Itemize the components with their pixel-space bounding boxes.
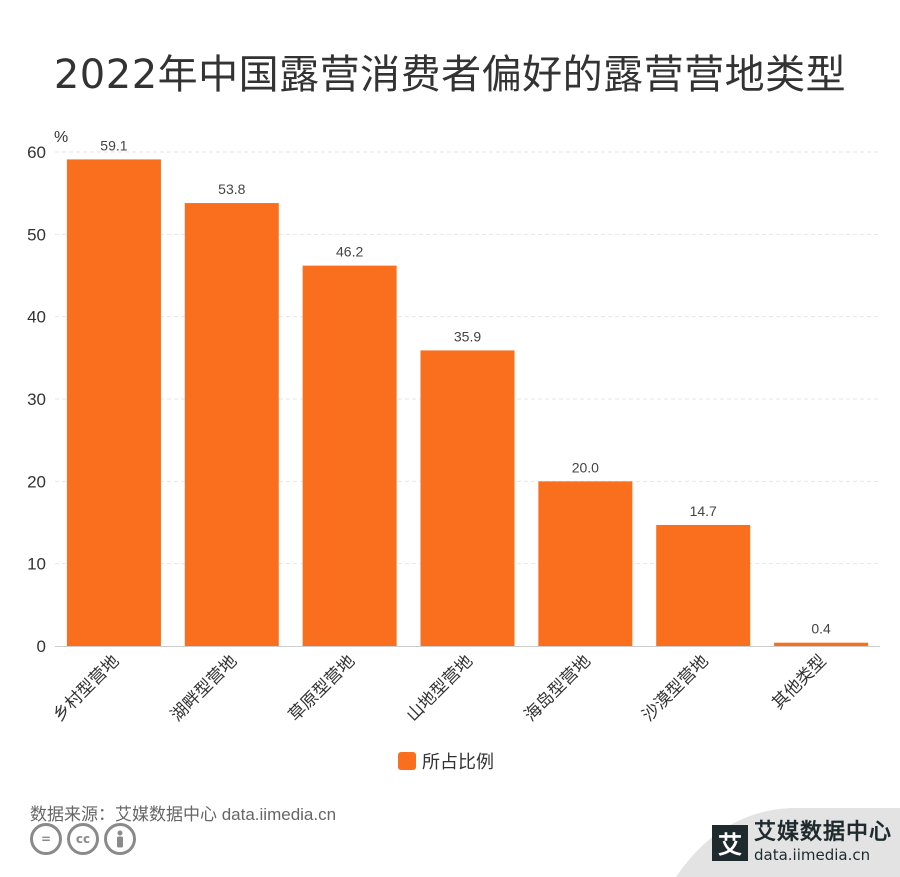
brand-logo: 艾 <box>712 824 748 861</box>
y-tick-label: 60 <box>27 143 46 162</box>
y-tick-label: 20 <box>27 472 46 491</box>
legend-swatch <box>398 752 416 770</box>
bar <box>66 159 161 646</box>
bar <box>538 481 633 646</box>
equals-icon: = <box>30 823 62 855</box>
bar <box>420 350 515 646</box>
legend[interactable]: 所占比例 <box>398 748 494 774</box>
y-tick-label: 0 <box>37 637 46 656</box>
bar <box>184 203 279 646</box>
cc-icon: cc <box>67 823 99 855</box>
data-label: 20.0 <box>572 459 599 475</box>
data-label: 35.9 <box>454 328 481 344</box>
data-label: 53.8 <box>218 181 245 197</box>
data-label: 0.4 <box>811 621 831 637</box>
chart-title: 2022年中国露营消费者偏好的露营营地类型 <box>53 52 847 98</box>
y-tick-label: 40 <box>27 308 46 327</box>
brand-url: data.iimedia.cn <box>754 846 871 864</box>
bar <box>302 265 397 646</box>
legend-label: 所占比例 <box>422 752 494 772</box>
y-axis-label: % <box>54 129 68 146</box>
data-label: 59.1 <box>100 137 127 153</box>
brand: 艾 艾媒数据中心 data.iimedia.cn <box>712 822 892 863</box>
y-tick-label: 10 <box>27 555 46 574</box>
person-icon <box>104 823 136 855</box>
y-tick-label: 30 <box>27 390 46 409</box>
data-label: 46.2 <box>336 244 363 260</box>
bar <box>656 524 751 646</box>
source-note: 数据来源：艾媒数据中心 data.iimedia.cn <box>30 805 337 824</box>
data-label: 14.7 <box>690 503 717 519</box>
bar <box>774 642 869 646</box>
y-tick-label: 50 <box>27 225 46 244</box>
license-icons: = cc <box>30 823 136 855</box>
brand-name: 艾媒数据中心 <box>754 820 893 845</box>
